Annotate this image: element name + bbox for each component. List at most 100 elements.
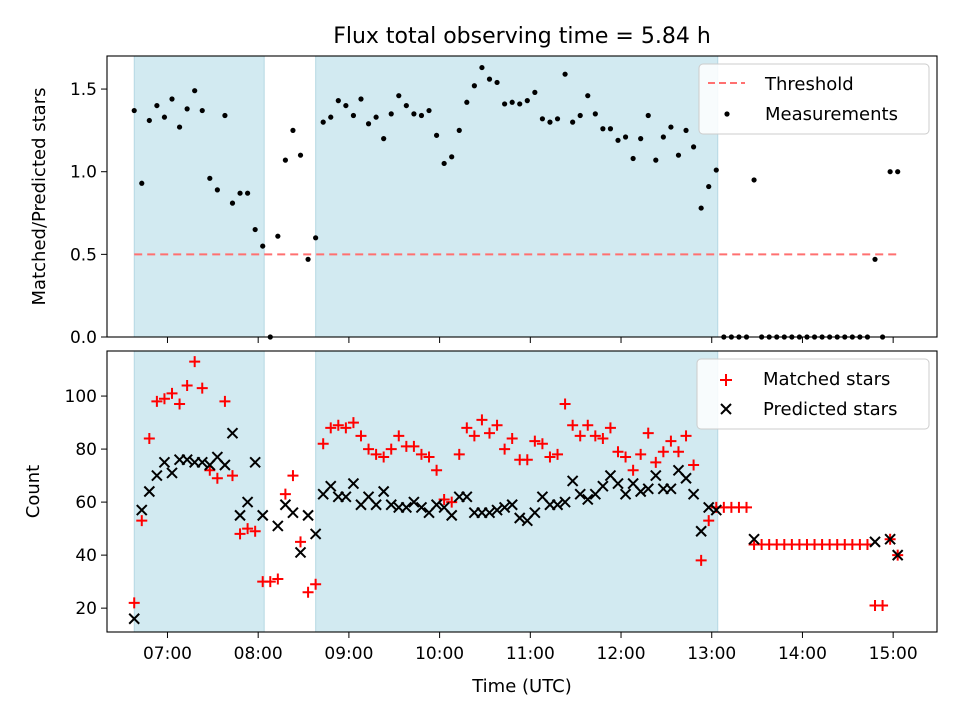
- predicted-star-point: [445, 509, 458, 522]
- legend-predicted-marker: [720, 403, 732, 415]
- y-tick-label: 100: [65, 387, 97, 407]
- x-tick-label: 14:00: [778, 644, 827, 664]
- measurement-point: [872, 256, 878, 262]
- matched-star-point: [295, 536, 307, 548]
- measurement-point: [229, 200, 236, 206]
- predicted-star-point: [415, 501, 428, 514]
- measurement-point: [698, 205, 704, 211]
- matched-star-point: [355, 430, 367, 442]
- matched-star-point: [378, 451, 390, 463]
- measurement-point: [554, 116, 561, 122]
- measurement-point: [154, 102, 160, 109]
- matched-star-point: [461, 422, 473, 434]
- predicted-star-point: [491, 504, 503, 516]
- measurement-point: [486, 76, 493, 82]
- measurement-point: [502, 101, 508, 107]
- matched-star-point: [574, 430, 586, 442]
- matched-star-point: [189, 356, 201, 368]
- measurement-point: [464, 99, 470, 105]
- measurement-point: [690, 144, 697, 150]
- matched-star-point: [597, 432, 609, 444]
- predicted-star-point: [582, 493, 594, 506]
- legend-predicted-label: Predicted stars: [763, 399, 897, 420]
- measurement-point: [320, 119, 326, 125]
- predicted-star-point: [619, 488, 632, 500]
- predicted-star-point: [294, 546, 307, 559]
- predicted-star-point: [703, 501, 715, 514]
- matched-star-point: [423, 451, 435, 463]
- measurement-point: [403, 102, 409, 109]
- x-tick-label: 11:00: [506, 644, 555, 664]
- measurement-point: [895, 169, 901, 175]
- matched-star-point: [453, 448, 465, 460]
- measurement-point: [577, 112, 583, 119]
- matched-star-point: [415, 448, 427, 460]
- measurement-point: [607, 126, 614, 132]
- matched-star-point: [128, 597, 140, 609]
- measurement-point: [199, 107, 205, 114]
- measurement-point: [282, 157, 288, 163]
- matched-star-point: [211, 472, 223, 484]
- predicted-star-point: [151, 469, 163, 482]
- matched-star-point: [642, 427, 654, 439]
- measurement-point: [653, 157, 659, 163]
- x-tick-label: 10:00: [415, 644, 464, 664]
- predicted-star-point: [710, 504, 722, 516]
- measurement-point: [622, 134, 629, 140]
- matched-star-point: [332, 419, 344, 431]
- top-x-axis: [166, 337, 894, 343]
- legend-measurements-marker: [724, 111, 730, 117]
- matched-star-point: [468, 430, 480, 442]
- matched-star-point: [279, 488, 291, 500]
- measurement-point: [131, 107, 137, 114]
- measurement-point: [328, 114, 334, 120]
- top-y-axis: 0.0 0.5 1.0 1.5: [70, 80, 107, 348]
- x-tick-label: 12:00: [597, 644, 646, 664]
- chart-title: Flux total observing time = 5.84 h: [333, 24, 711, 49]
- matched-star-point: [431, 464, 443, 476]
- measurement-point: [139, 180, 145, 186]
- y-tick-label: 20: [75, 599, 97, 619]
- matched-star-point: [363, 443, 375, 455]
- measurement-point: [350, 112, 357, 119]
- predicted-star-point: [302, 509, 314, 522]
- measurement-point: [396, 93, 402, 99]
- predicted-star-point: [529, 507, 541, 519]
- shaded-interval: [133, 55, 265, 338]
- measurement-point: [290, 127, 296, 133]
- predicted-star-point: [385, 499, 397, 511]
- matched-star-point: [650, 456, 662, 468]
- matched-star-point: [370, 448, 382, 460]
- matched-star-point: [340, 422, 352, 434]
- predicted-star-point: [574, 488, 586, 500]
- matched-star-point: [521, 454, 533, 466]
- measurement-point: [668, 124, 674, 130]
- matched-star-point: [287, 470, 299, 482]
- y-tick-label: 1.5: [70, 80, 97, 100]
- measurement-point: [479, 64, 485, 71]
- measurement-point: [751, 177, 757, 183]
- predicted-star-point: [634, 485, 647, 498]
- predicted-star-point: [377, 485, 390, 498]
- measurement-point: [494, 79, 500, 86]
- predicted-star-point: [665, 483, 677, 495]
- matched-star-point: [249, 525, 261, 537]
- measurement-point: [169, 96, 175, 102]
- predicted-star-point: [325, 480, 337, 492]
- matched-star-point: [476, 414, 488, 426]
- matched-star-point: [567, 419, 579, 431]
- matched-star-point: [393, 430, 405, 442]
- matched-star-point: [310, 578, 322, 590]
- predicted-star-point: [650, 469, 662, 482]
- predicted-star-point: [498, 501, 511, 514]
- matched-star-point: [264, 576, 276, 588]
- matched-star-point: [347, 417, 359, 429]
- measurement-point: [706, 183, 712, 190]
- matched-star-point: [302, 586, 314, 598]
- measurement-point: [335, 98, 341, 104]
- measurement-point: [176, 124, 183, 130]
- measurement-point: [570, 119, 576, 125]
- matched-star-point: [627, 464, 639, 476]
- matched-star-point: [741, 501, 753, 513]
